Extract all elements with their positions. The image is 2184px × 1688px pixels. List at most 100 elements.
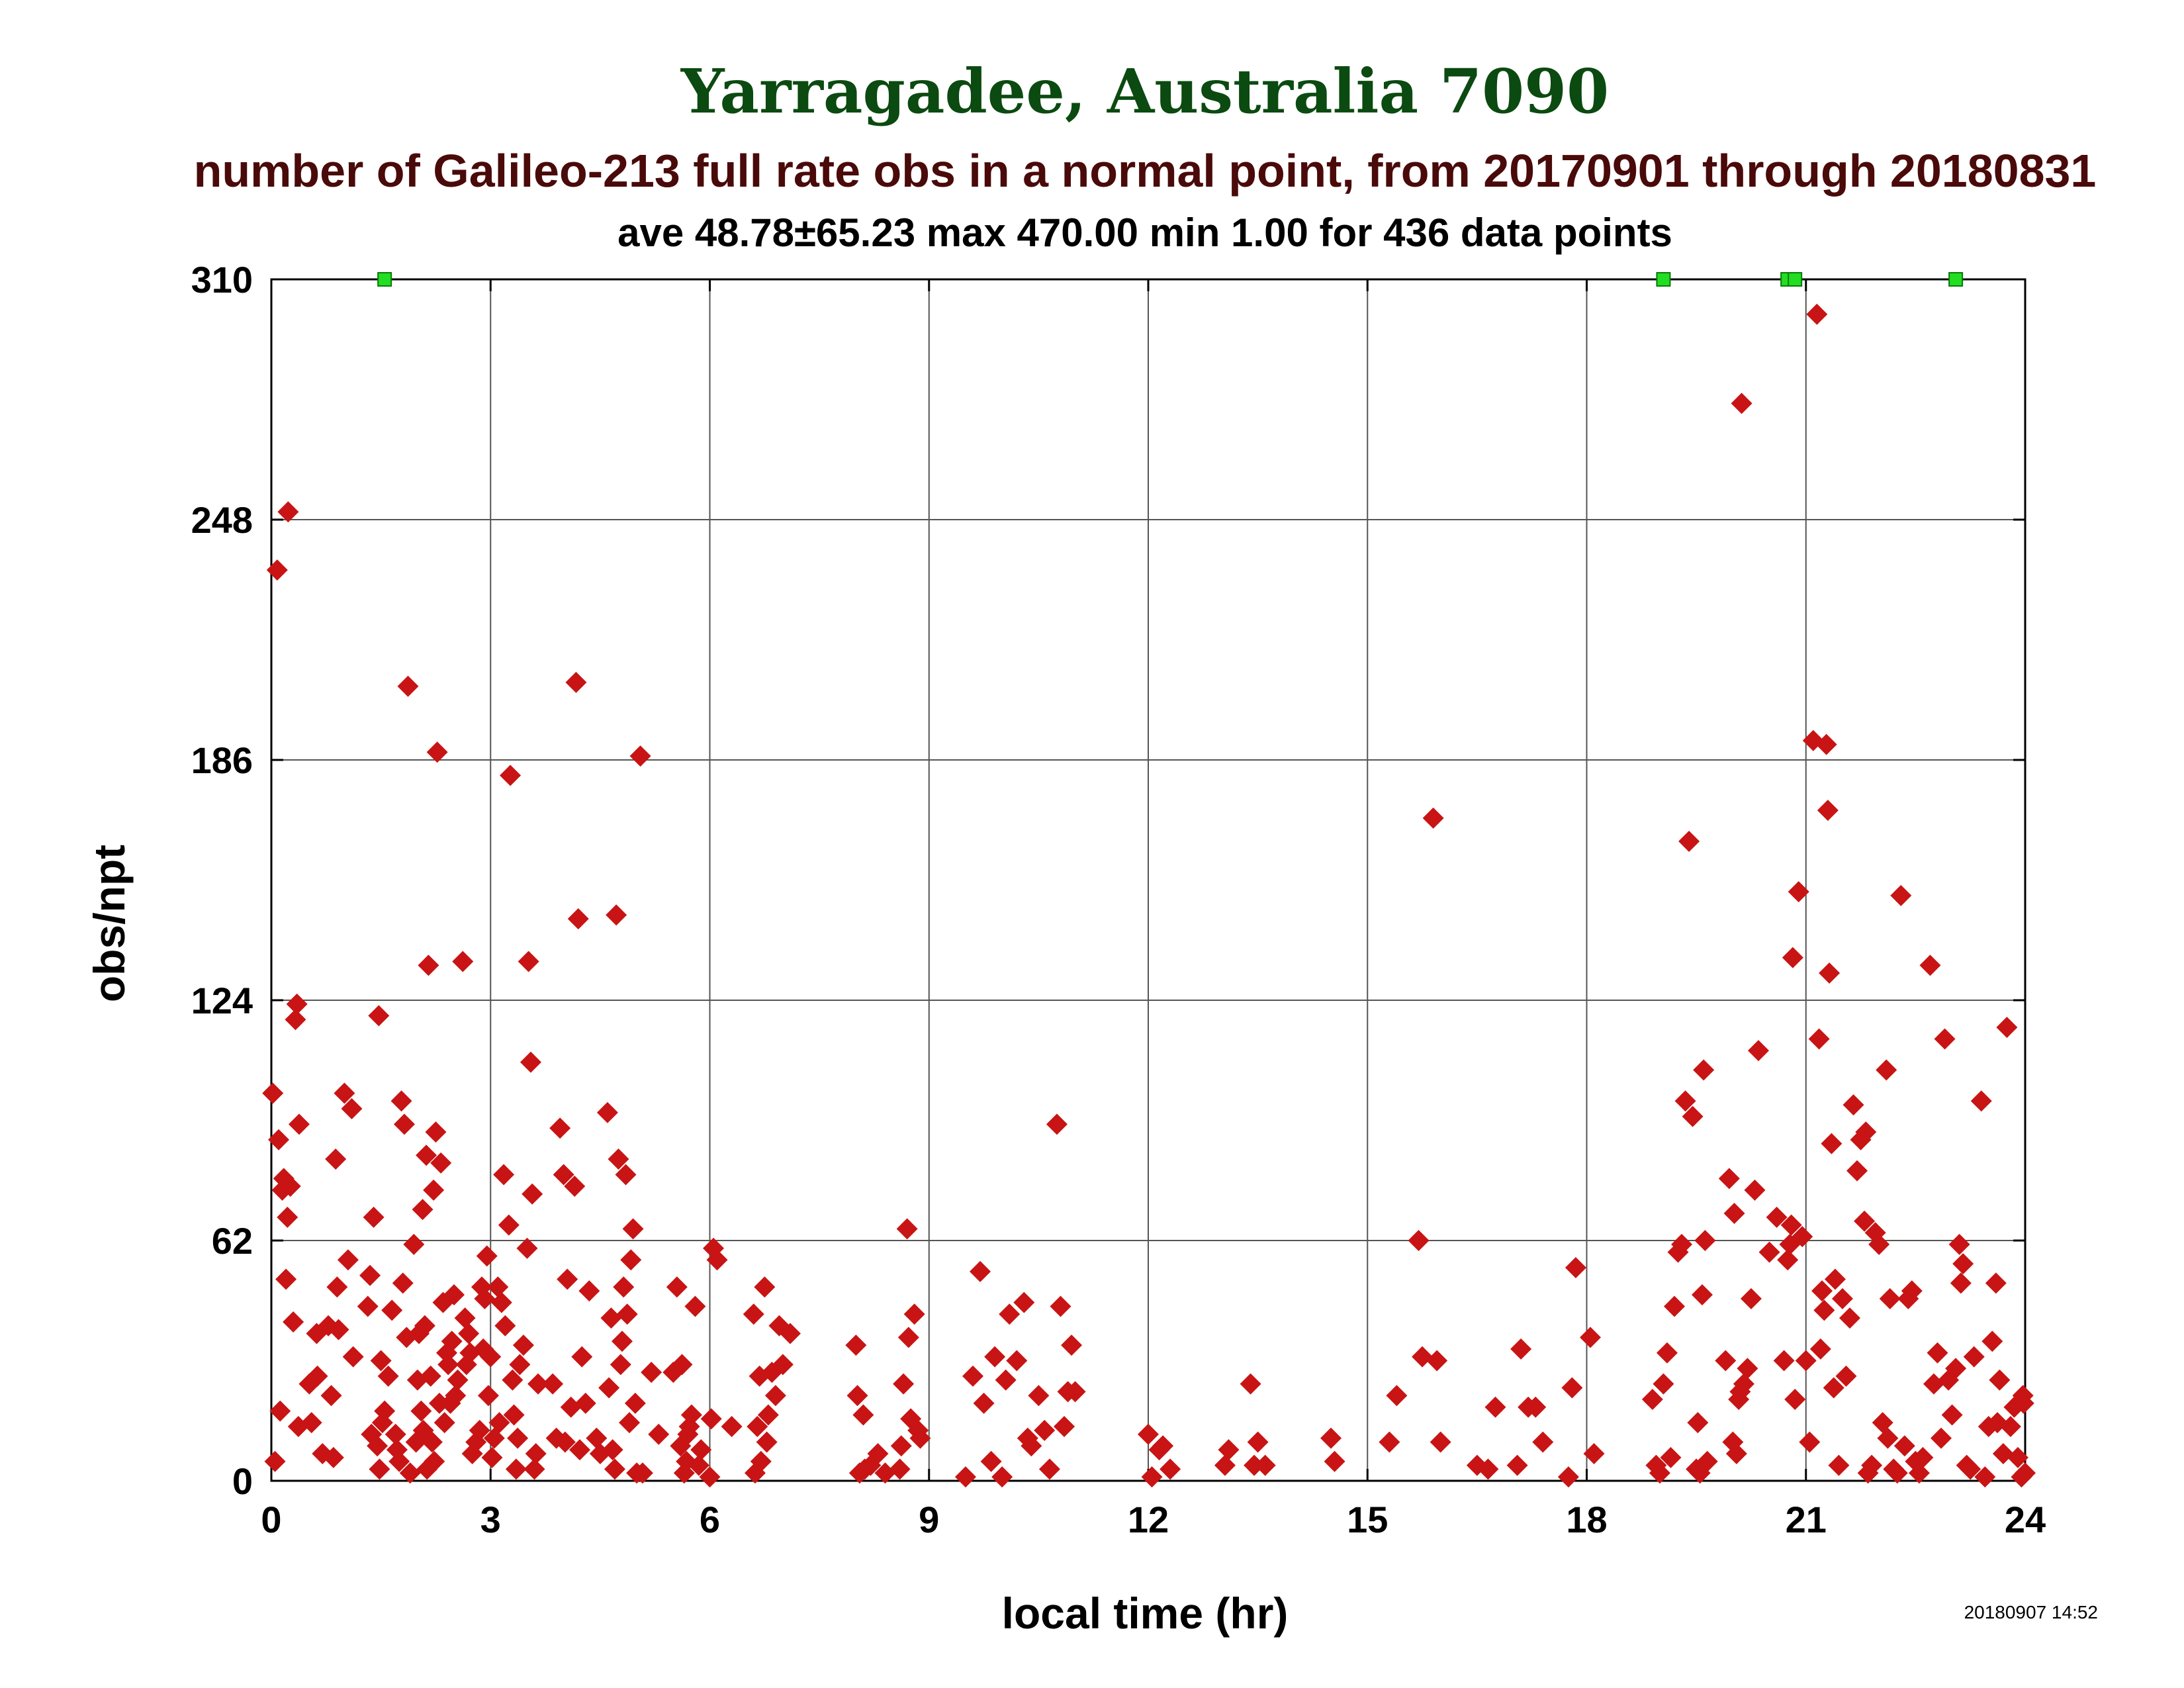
data-point bbox=[569, 1439, 590, 1461]
data-point bbox=[1725, 1443, 1747, 1465]
data-point bbox=[1006, 1350, 1028, 1372]
data-point bbox=[1744, 1179, 1766, 1201]
data-point bbox=[1641, 1389, 1663, 1411]
data-point bbox=[1160, 1458, 1181, 1480]
data-point bbox=[1788, 881, 1809, 903]
data-point bbox=[285, 1009, 306, 1031]
data-point bbox=[764, 1385, 786, 1407]
data-point bbox=[374, 1400, 396, 1422]
data-point bbox=[1422, 807, 1444, 829]
data-point bbox=[1691, 1284, 1713, 1305]
data-point bbox=[1974, 1466, 1996, 1488]
data-point bbox=[602, 1439, 623, 1461]
data-point bbox=[326, 1276, 348, 1298]
data-point bbox=[1931, 1427, 1952, 1449]
data-point bbox=[1506, 1454, 1528, 1476]
data-point bbox=[430, 1152, 452, 1174]
overflow-markers bbox=[377, 272, 1964, 287]
data-point bbox=[1890, 884, 1912, 906]
overflow-marker bbox=[1656, 272, 1671, 287]
data-point bbox=[1784, 1389, 1806, 1411]
data-point bbox=[1817, 800, 1839, 821]
data-point bbox=[586, 1427, 608, 1449]
data-point bbox=[554, 1431, 576, 1453]
data-point bbox=[999, 1303, 1021, 1325]
data-point bbox=[613, 1276, 635, 1298]
data-point bbox=[1893, 1435, 1915, 1457]
data-point bbox=[867, 1443, 889, 1465]
data-point bbox=[1854, 1210, 1876, 1232]
data-point bbox=[750, 1450, 772, 1472]
data-point bbox=[359, 1264, 381, 1286]
data-point bbox=[1919, 955, 1941, 976]
data-point bbox=[610, 1354, 631, 1376]
data-point bbox=[754, 1276, 776, 1298]
data-point bbox=[264, 1450, 286, 1472]
data-point bbox=[1823, 1377, 1844, 1399]
data-point bbox=[424, 1450, 445, 1472]
overflow-marker bbox=[1948, 272, 1964, 287]
data-point bbox=[428, 1392, 450, 1414]
data-point bbox=[598, 1377, 620, 1399]
data-point bbox=[604, 1458, 625, 1480]
data-point bbox=[306, 1365, 328, 1387]
data-point bbox=[1386, 1385, 1408, 1407]
data-point bbox=[476, 1245, 498, 1267]
data-point bbox=[325, 1149, 347, 1170]
data-point bbox=[1696, 1450, 1718, 1472]
data-point bbox=[1510, 1338, 1532, 1360]
data-point bbox=[433, 1412, 455, 1434]
grid-lines bbox=[271, 279, 2026, 1481]
data-point bbox=[700, 1408, 722, 1430]
data-point bbox=[498, 1214, 520, 1236]
data-points bbox=[262, 303, 2036, 1488]
data-point bbox=[1792, 1226, 1813, 1248]
data-point bbox=[469, 1419, 490, 1441]
data-point bbox=[615, 1164, 637, 1186]
data-point bbox=[1813, 1299, 1835, 1321]
data-point bbox=[1815, 733, 1837, 755]
chart-stats: ave 48.78±65.23 max 470.00 min 1.00 for … bbox=[617, 211, 1672, 255]
data-point bbox=[494, 1315, 516, 1336]
timestamp: 20180907 14:52 bbox=[1964, 1602, 2098, 1622]
data-point bbox=[1861, 1454, 1883, 1476]
data-point bbox=[890, 1435, 912, 1457]
data-point bbox=[1733, 1373, 1754, 1395]
data-point bbox=[1828, 1454, 1850, 1476]
data-point bbox=[1064, 1381, 1086, 1403]
data-point bbox=[553, 1164, 574, 1186]
data-point bbox=[954, 1466, 976, 1488]
data-point bbox=[1809, 1338, 1831, 1360]
data-point bbox=[1923, 1373, 1944, 1395]
data-point bbox=[1013, 1291, 1035, 1313]
data-point bbox=[410, 1400, 432, 1422]
data-point bbox=[412, 1199, 433, 1221]
data-point bbox=[368, 1005, 390, 1027]
data-point bbox=[1379, 1431, 1400, 1453]
data-point bbox=[522, 1183, 543, 1205]
data-point bbox=[1580, 1327, 1602, 1348]
data-point bbox=[743, 1303, 764, 1325]
data-point bbox=[852, 1404, 874, 1426]
data-point bbox=[480, 1346, 502, 1368]
data-point bbox=[1671, 1233, 1693, 1255]
data-point bbox=[612, 1331, 633, 1352]
data-point bbox=[458, 1323, 480, 1344]
x-tick-labels: 0 3 6 9 12 15 18 21 24 bbox=[261, 1499, 2046, 1540]
data-point bbox=[1886, 1462, 1908, 1484]
data-point bbox=[574, 1392, 596, 1414]
x-tick-label: 24 bbox=[2005, 1499, 2046, 1540]
data-point bbox=[455, 1354, 477, 1376]
data-point bbox=[509, 1354, 531, 1376]
data-point bbox=[275, 1268, 297, 1290]
data-point bbox=[666, 1276, 688, 1298]
data-point bbox=[1214, 1454, 1236, 1476]
data-point bbox=[641, 1362, 662, 1383]
data-point bbox=[328, 1319, 349, 1340]
data-point bbox=[454, 1307, 476, 1329]
data-point bbox=[721, 1416, 743, 1438]
data-point bbox=[970, 1260, 991, 1282]
data-point bbox=[772, 1354, 794, 1376]
data-point bbox=[690, 1439, 712, 1461]
data-point bbox=[1656, 1342, 1678, 1364]
